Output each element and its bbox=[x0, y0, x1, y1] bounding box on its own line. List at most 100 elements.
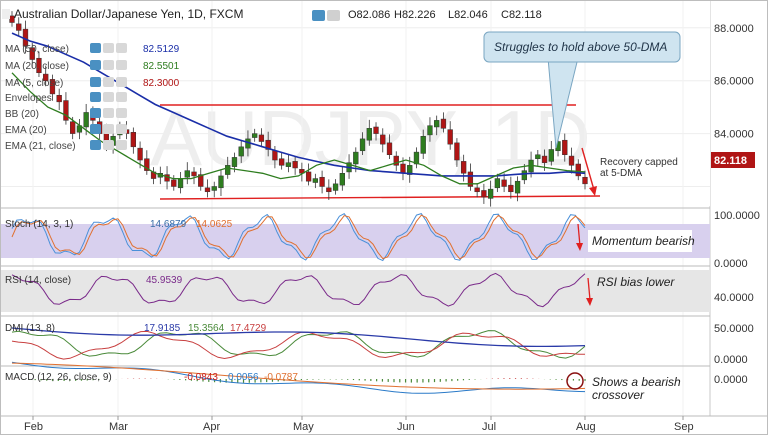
momentum-arrow bbox=[577, 223, 581, 247]
rsi-band bbox=[1, 270, 710, 312]
indicator-value: 82.3000 bbox=[143, 78, 180, 89]
candle-body bbox=[407, 165, 413, 175]
macd-signal-value: 0.0056 bbox=[228, 372, 259, 383]
momentum-box bbox=[588, 230, 692, 252]
indicator-settings[interactable] bbox=[103, 77, 114, 87]
stoch-tick-0: 0.0000 bbox=[714, 258, 748, 270]
recovery-text-1: Recovery capped bbox=[600, 157, 678, 168]
recovery-text-2: at 5-DMA bbox=[600, 168, 643, 179]
support-line bbox=[159, 195, 601, 200]
indicator-settings[interactable] bbox=[103, 92, 114, 102]
indicator-legend: MA (50, close) 82.5129 MA (20, close) 82.55… bbox=[5, 43, 180, 152]
macd-note-2: crossover bbox=[592, 388, 645, 402]
symbol-icon bbox=[2, 9, 10, 19]
candle-body bbox=[252, 133, 258, 138]
candle-body bbox=[278, 158, 285, 166]
indicator-visibility-toggle[interactable] bbox=[90, 77, 101, 87]
indicator-visibility-toggle[interactable] bbox=[90, 43, 101, 53]
candles bbox=[9, 11, 588, 207]
candle-body bbox=[265, 139, 271, 150]
rsi-label: RSI (14, close) bbox=[5, 275, 71, 286]
candle-body bbox=[568, 155, 575, 166]
indicator-close[interactable] bbox=[116, 60, 127, 70]
x-tick-label: Mar bbox=[109, 421, 128, 433]
indicator-label: MA (5, close) bbox=[5, 78, 63, 89]
indicator-label: EMA (21, close) bbox=[5, 141, 76, 152]
indicator-close[interactable] bbox=[116, 140, 127, 150]
candle-body bbox=[144, 158, 150, 171]
candle-body bbox=[508, 184, 514, 193]
candle-body bbox=[16, 23, 22, 31]
candle-body bbox=[400, 163, 406, 174]
callout-box bbox=[483, 31, 681, 63]
indicator-close[interactable] bbox=[116, 77, 127, 87]
indicator-close[interactable] bbox=[116, 92, 127, 102]
candle-body bbox=[575, 163, 581, 177]
indicator-visibility-toggle[interactable] bbox=[90, 124, 101, 134]
indicator-label: Envelopes bbox=[5, 93, 52, 104]
header-toolbar[interactable] bbox=[312, 10, 340, 21]
dmi-plus-line bbox=[11, 330, 586, 359]
candle-body bbox=[70, 121, 76, 134]
indicator-settings[interactable] bbox=[103, 140, 114, 150]
candle-body bbox=[353, 151, 359, 165]
candle-body bbox=[63, 100, 69, 121]
indicator-value: 82.5501 bbox=[143, 61, 180, 72]
macd-hist-value: -0.0787 bbox=[264, 372, 298, 383]
dmi-plus-value: 17.9185 bbox=[144, 323, 181, 334]
indicator-settings[interactable] bbox=[103, 108, 114, 118]
indicator-close[interactable] bbox=[116, 43, 127, 53]
candle-body bbox=[285, 162, 292, 167]
candle-body bbox=[474, 187, 480, 193]
indicator-visibility-toggle[interactable] bbox=[90, 140, 101, 150]
callout-text: Struggles to hold above 50-DMA bbox=[494, 40, 667, 54]
x-tick-label: Feb bbox=[24, 421, 43, 433]
candle-body bbox=[258, 134, 265, 142]
candle-body bbox=[494, 178, 501, 189]
rsi-tick-40: 40.0000 bbox=[714, 292, 754, 304]
candle-body bbox=[137, 147, 143, 161]
candle-body bbox=[326, 187, 332, 193]
indicator-close[interactable] bbox=[116, 124, 127, 134]
candle-body bbox=[43, 73, 49, 81]
candle-body bbox=[332, 183, 339, 191]
dmi-minus-line bbox=[11, 330, 586, 360]
stoch-k-value: 14.6879 bbox=[150, 219, 187, 230]
candle-body bbox=[380, 134, 386, 145]
indicator-value: 82.5129 bbox=[143, 44, 180, 55]
recovery-arrow-head bbox=[589, 186, 597, 196]
indicator-settings[interactable] bbox=[103, 60, 114, 70]
candle-body bbox=[461, 161, 467, 174]
candle-body bbox=[366, 128, 372, 141]
candle-body bbox=[481, 190, 487, 198]
candle-body bbox=[501, 179, 507, 187]
indicator-label: EMA (20) bbox=[5, 125, 47, 136]
indicator-visibility-toggle[interactable] bbox=[90, 60, 101, 70]
indicator-settings[interactable] bbox=[103, 43, 114, 53]
stoch-d-value: 14.0625 bbox=[196, 219, 233, 230]
dmi-tick-50: 50.0000 bbox=[714, 323, 754, 335]
candle-body bbox=[56, 94, 62, 103]
indicator-label: MA (50, close) bbox=[5, 44, 69, 55]
candle-body bbox=[447, 129, 453, 145]
candle-body bbox=[467, 171, 474, 187]
price-axis: 88.0000 86.0000 84.0000 bbox=[714, 23, 754, 141]
candle-body bbox=[312, 178, 319, 183]
ohlc-high: H82.226 bbox=[394, 9, 436, 21]
indicator-visibility-toggle[interactable] bbox=[90, 92, 101, 102]
candle-body bbox=[231, 157, 238, 167]
rsi-text: RSI bias lower bbox=[597, 275, 675, 289]
indicator-settings[interactable] bbox=[103, 124, 114, 134]
candle-body bbox=[386, 142, 393, 155]
candle-body bbox=[211, 186, 217, 191]
candle-body bbox=[218, 175, 224, 189]
candle-body bbox=[9, 15, 15, 23]
indicator-visibility-toggle[interactable] bbox=[90, 108, 101, 118]
price-tick-label: 86.0000 bbox=[714, 76, 754, 88]
indicator-close[interactable] bbox=[116, 108, 127, 118]
candle-body bbox=[29, 47, 35, 60]
macd-tick-0: 0.0000 bbox=[714, 374, 748, 386]
candle-body bbox=[198, 174, 204, 187]
dmi-adx-value: 17.4729 bbox=[230, 323, 267, 334]
